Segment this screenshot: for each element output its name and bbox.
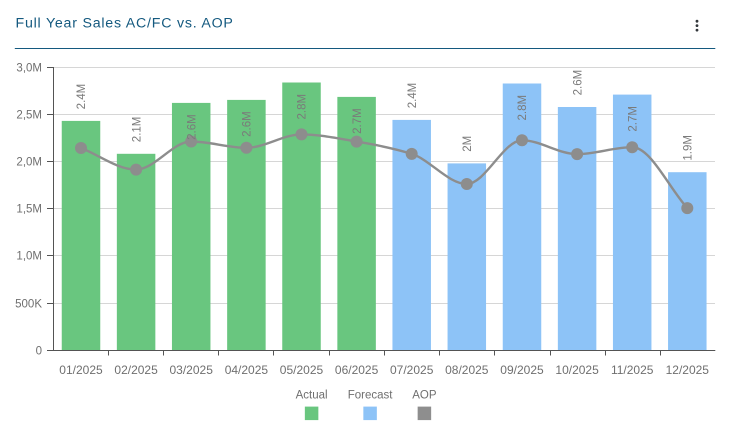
svg-text:2.7M: 2.7M bbox=[627, 106, 639, 132]
svg-text:Full Year Sales AC/FC vs. AOP: Full Year Sales AC/FC vs. AOP bbox=[16, 16, 234, 32]
svg-text:500K: 500K bbox=[15, 299, 42, 311]
svg-text:1,0M: 1,0M bbox=[16, 251, 42, 263]
svg-text:3,0M: 3,0M bbox=[16, 63, 42, 75]
svg-text:0: 0 bbox=[36, 346, 42, 358]
svg-text:05/2025: 05/2025 bbox=[280, 363, 324, 377]
svg-text:11/2025: 11/2025 bbox=[611, 363, 654, 377]
svg-text:1.9M: 1.9M bbox=[683, 135, 695, 161]
svg-text:2.6M: 2.6M bbox=[572, 70, 584, 96]
svg-text:09/2025: 09/2025 bbox=[500, 363, 544, 377]
svg-text:2.8M: 2.8M bbox=[297, 94, 309, 120]
svg-text:12/2025: 12/2025 bbox=[666, 363, 710, 377]
svg-text:Actual: Actual bbox=[296, 390, 328, 402]
svg-text:08/2025: 08/2025 bbox=[445, 363, 489, 377]
svg-text:2.6M: 2.6M bbox=[186, 114, 198, 140]
svg-text:2M: 2M bbox=[462, 136, 474, 152]
svg-text:Forecast: Forecast bbox=[348, 390, 394, 402]
svg-text:01/2025: 01/2025 bbox=[59, 363, 103, 377]
svg-text:10/2025: 10/2025 bbox=[555, 363, 599, 377]
svg-text:AOP: AOP bbox=[412, 390, 437, 402]
svg-text:2.1M: 2.1M bbox=[131, 117, 143, 143]
svg-text:2.7M: 2.7M bbox=[352, 108, 364, 134]
svg-text:07/2025: 07/2025 bbox=[390, 363, 434, 377]
svg-text:2.4M: 2.4M bbox=[407, 83, 419, 109]
svg-text:02/2025: 02/2025 bbox=[114, 363, 158, 377]
svg-text:2,5M: 2,5M bbox=[16, 110, 42, 122]
svg-text:06/2025: 06/2025 bbox=[335, 363, 379, 377]
svg-text:2.6M: 2.6M bbox=[242, 111, 254, 137]
svg-text:2,0M: 2,0M bbox=[16, 157, 42, 169]
svg-text:2.8M: 2.8M bbox=[517, 95, 529, 121]
svg-text:03/2025: 03/2025 bbox=[170, 363, 214, 377]
svg-text:04/2025: 04/2025 bbox=[225, 363, 269, 377]
svg-text:1,5M: 1,5M bbox=[16, 204, 42, 216]
svg-text:2.4M: 2.4M bbox=[76, 84, 88, 110]
